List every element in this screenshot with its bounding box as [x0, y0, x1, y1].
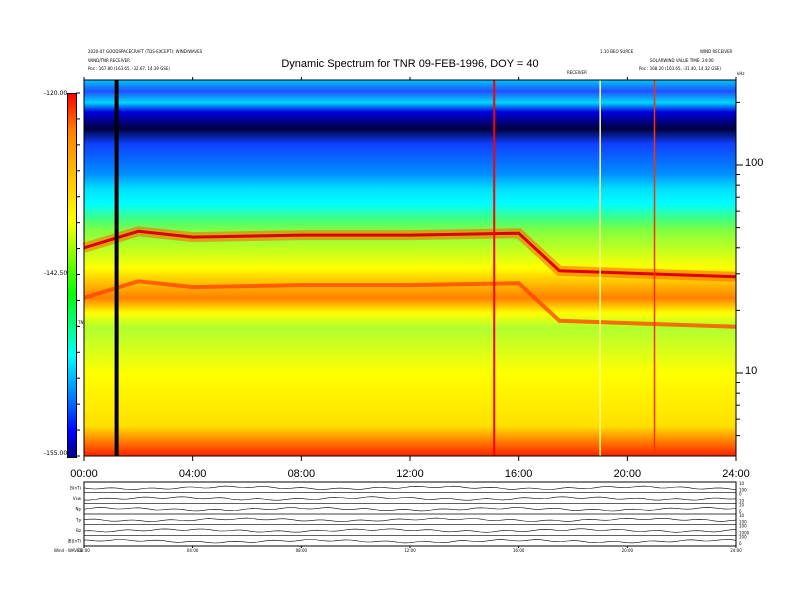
bottom-row-value: 0	[739, 541, 742, 546]
bottom-row-trace	[83, 528, 737, 533]
header-right-line3: SOLARWIND VALUE TIME: 24:00	[650, 58, 714, 63]
colorbar	[67, 93, 77, 458]
bottom-row-trace	[84, 496, 737, 501]
header-right-line2: WIND RECEIVER	[700, 49, 733, 54]
bottom-row-label: Np	[75, 507, 81, 512]
chart-title: Dynamic Spectrum for TNR 09-FEB-1996, DO…	[281, 58, 539, 70]
x-tick-label: 24:00	[722, 468, 750, 480]
bottom-row-trace	[83, 539, 737, 544]
header-right-line4: Pos : 168.20 (163.65, -31.40, 14.32 GSE)	[639, 66, 721, 71]
header-left-line1: 2020-07 GOODSPACECRAFT (TDS-EXCEPT): WIN…	[88, 49, 203, 54]
bottom-x-tick-label: 20:00	[622, 548, 634, 553]
x-tick-label: 16:00	[504, 468, 533, 480]
bottom-x-tick-label: 00:00	[78, 548, 90, 553]
bottom-row-trace	[83, 507, 737, 512]
colorbar-tick: -142.50	[44, 270, 68, 277]
colorbar-tick: -120.00	[44, 90, 68, 97]
bottom-row-label: Tp	[75, 517, 81, 522]
colorbar-label: TNR	[78, 320, 87, 325]
plasma-line	[83, 229, 737, 279]
bottom-x-tick-label: 08:00	[296, 548, 308, 553]
x-tick-label: 12:00	[396, 468, 424, 480]
header-right-line1: 1.10 BEO SURCE	[600, 49, 634, 54]
header-left-line3: Pos : 167.80 (163.65, -32.67, 14.39 GSE)	[88, 66, 170, 71]
bottom-x-tick-label: 24:00	[730, 548, 742, 553]
bottom-x-tick-label: 04:00	[187, 548, 199, 553]
bottom-x-tick-label: 16:00	[513, 548, 525, 553]
bottom-row-value: 1000	[739, 530, 750, 535]
bottom-row-label: B(nT)	[70, 485, 81, 490]
x-tick-label: 08:00	[287, 468, 316, 480]
bottom-x-tick-label: 12:00	[404, 548, 416, 553]
x-tick-label: 04:00	[178, 468, 207, 480]
bottom-row-value: 10	[739, 498, 745, 503]
bottom-row-value: 0	[739, 509, 742, 514]
bottom-row-value: 0	[739, 492, 742, 497]
x-tick-label: 20:00	[613, 468, 642, 480]
bottom-row-value: 10	[739, 513, 745, 518]
bottom-row-value: 100	[739, 524, 747, 529]
bottom-row-value: 100	[739, 520, 747, 525]
bottom-row-value: 10	[739, 502, 745, 507]
bottom-row-trace	[83, 517, 737, 522]
lower-band	[83, 279, 737, 329]
header-left-line2: WIND/TNR RECEIVER	[88, 58, 130, 63]
corner-unit: kHz	[737, 71, 745, 76]
bottom-row-label: |B|(nT)	[67, 539, 81, 544]
bottom-row-label: Vsw	[73, 496, 82, 501]
header-mid-label: RECEIVER	[567, 70, 587, 75]
y-tick-label: 100	[745, 157, 764, 169]
x-tick-label: 00:00	[70, 468, 98, 480]
bottom-row-label: Bz	[76, 528, 81, 533]
y-tick-label: 10	[745, 365, 758, 377]
bottom-row-value: 10	[739, 481, 745, 486]
bottom-row-value: 100	[739, 488, 747, 493]
colorbar-tick: -155.00	[44, 450, 68, 457]
spectrogram-background	[84, 80, 736, 456]
bottom-footer: Wind - WAVES	[54, 548, 83, 553]
bottom-row-value: 100	[739, 534, 747, 539]
bottom-row-trace	[83, 485, 737, 490]
